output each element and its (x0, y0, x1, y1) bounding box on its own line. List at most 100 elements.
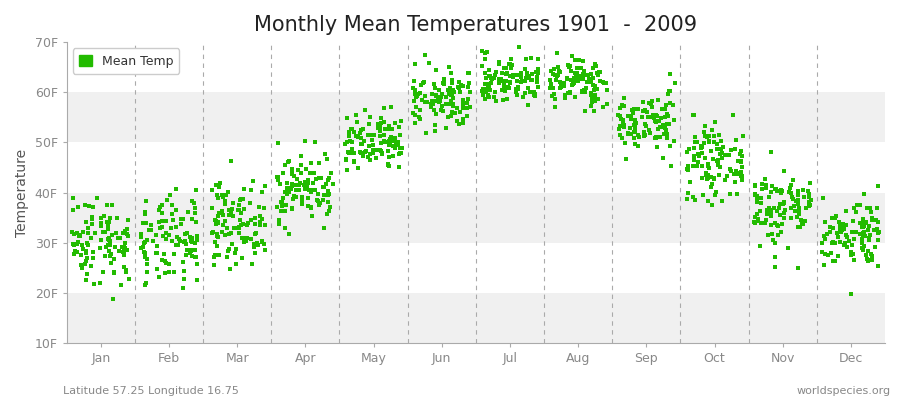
Point (249, 240, 264, 246)
Point (74, 252, 88, 258)
Point (85, 214, 99, 220)
Point (165, 210, 179, 217)
Point (138, 282, 152, 289)
Point (452, 121, 466, 128)
Point (245, 261, 259, 267)
Point (825, 239, 840, 246)
Point (418, 92, 432, 99)
Point (698, 171, 713, 178)
Point (140, 220, 154, 226)
Point (119, 267, 133, 273)
Point (767, 205, 781, 211)
Point (151, 207, 166, 214)
Point (611, 112, 625, 118)
Point (696, 175, 710, 181)
Point (862, 234, 877, 241)
Point (751, 199, 765, 206)
Point (244, 186, 258, 193)
Point (440, 114, 454, 120)
Point (313, 200, 328, 206)
Point (232, 225, 247, 231)
Point (286, 193, 301, 199)
Point (729, 168, 743, 174)
Point (715, 198, 729, 204)
Point (302, 187, 317, 193)
Point (212, 209, 226, 216)
Point (236, 221, 250, 228)
Point (432, 97, 446, 104)
Point (346, 158, 361, 164)
Point (303, 160, 318, 166)
Point (631, 132, 645, 138)
Point (355, 141, 369, 148)
Point (589, 62, 603, 69)
Point (544, 93, 559, 100)
Point (792, 204, 806, 211)
Point (374, 147, 388, 154)
Point (796, 187, 810, 194)
Point (315, 184, 329, 190)
Point (98, 253, 112, 259)
Point (834, 228, 849, 234)
Point (277, 188, 292, 195)
Point (521, 73, 535, 79)
Point (210, 230, 224, 237)
Point (796, 221, 810, 227)
Point (802, 194, 816, 200)
Point (437, 76, 452, 82)
Point (574, 76, 589, 82)
Point (790, 192, 805, 198)
Point (486, 75, 500, 81)
Point (374, 128, 388, 134)
Point (509, 92, 524, 98)
Point (764, 222, 778, 228)
Point (574, 88, 589, 94)
Point (453, 109, 467, 116)
Point (828, 258, 842, 264)
Point (351, 164, 365, 171)
Point (239, 234, 254, 241)
Point (563, 68, 578, 74)
Point (183, 250, 197, 256)
Point (474, 88, 489, 94)
Point (723, 166, 737, 173)
Point (584, 95, 598, 102)
Point (211, 234, 225, 240)
Point (735, 132, 750, 139)
Point (209, 182, 223, 188)
Point (754, 220, 769, 226)
Point (438, 94, 453, 100)
Point (643, 130, 657, 136)
Point (215, 229, 230, 235)
Point (116, 246, 130, 252)
Point (359, 148, 374, 154)
Point (425, 98, 439, 104)
Point (495, 87, 509, 93)
Point (377, 118, 392, 125)
Point (212, 213, 226, 219)
Point (70, 204, 85, 210)
Point (166, 217, 180, 224)
Point (521, 102, 535, 108)
Point (823, 229, 837, 236)
Point (452, 84, 466, 91)
Point (293, 162, 308, 168)
Point (856, 230, 870, 236)
Point (662, 99, 677, 106)
Point (301, 176, 315, 183)
Point (277, 162, 292, 168)
Point (531, 66, 545, 72)
Point (495, 78, 509, 84)
Point (257, 222, 272, 229)
Point (436, 80, 450, 86)
Point (424, 100, 438, 107)
Legend: Mean Temp: Mean Temp (73, 48, 179, 74)
Point (713, 164, 727, 170)
Point (530, 76, 544, 82)
Point (488, 72, 502, 78)
Point (516, 94, 530, 101)
Point (579, 85, 593, 92)
Point (482, 94, 496, 100)
Point (205, 230, 220, 236)
Point (256, 215, 270, 222)
